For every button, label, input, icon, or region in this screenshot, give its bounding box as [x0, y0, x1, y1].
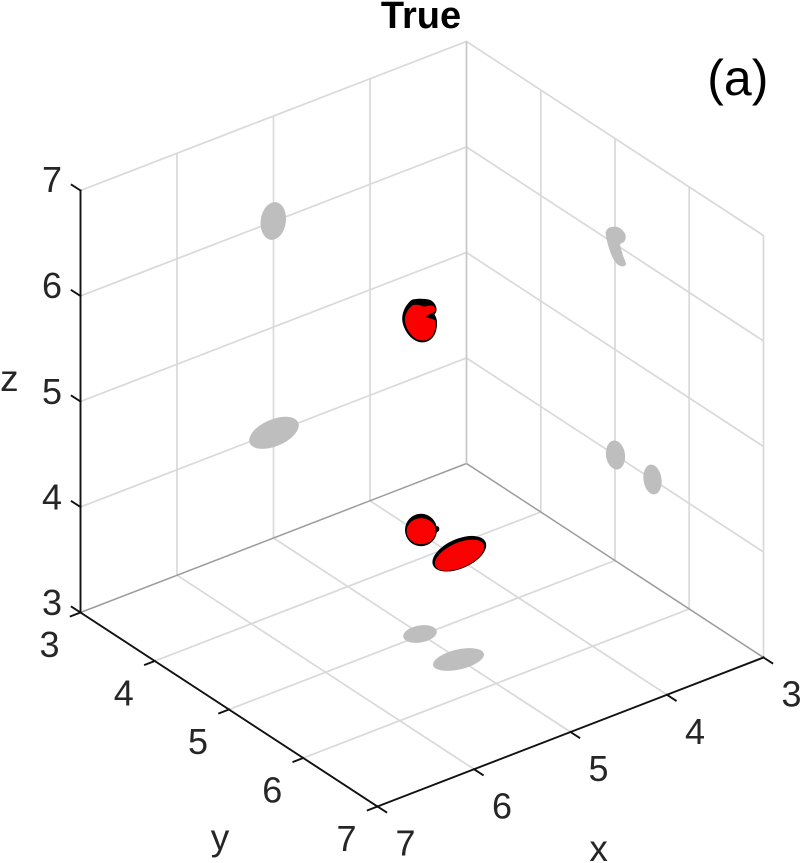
svg-text:y: y: [211, 817, 230, 858]
svg-text:x: x: [589, 828, 608, 863]
svg-text:3: 3: [781, 674, 800, 715]
svg-text:6: 6: [262, 770, 282, 811]
svg-text:6: 6: [492, 785, 512, 826]
svg-text:5: 5: [42, 371, 62, 412]
svg-text:5: 5: [588, 748, 608, 789]
svg-text:7: 7: [395, 823, 415, 863]
svg-text:7: 7: [42, 159, 62, 200]
svg-text:4: 4: [685, 711, 705, 752]
svg-text:3: 3: [42, 582, 62, 623]
svg-text:z: z: [0, 358, 19, 399]
svg-text:4: 4: [42, 477, 62, 518]
svg-text:7: 7: [336, 818, 356, 859]
svg-text:5: 5: [188, 721, 208, 762]
svg-text:3: 3: [39, 624, 59, 665]
svg-text:True: True: [381, 0, 461, 37]
svg-text:4: 4: [114, 673, 134, 714]
svg-text:(a): (a): [707, 50, 768, 106]
svg-text:6: 6: [42, 265, 62, 306]
